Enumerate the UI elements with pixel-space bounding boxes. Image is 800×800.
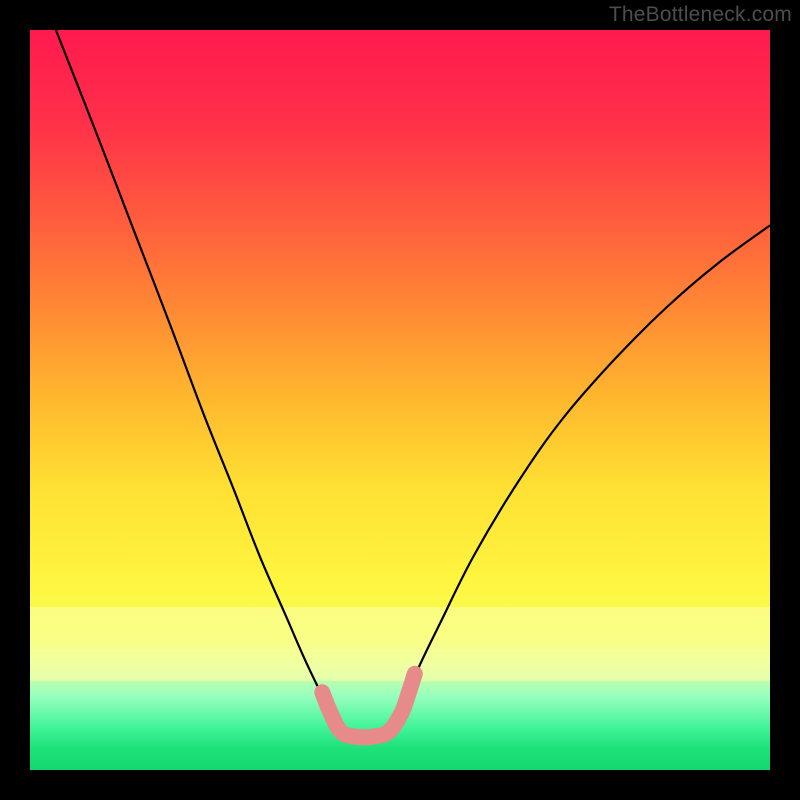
outer-frame: TheBottleneck.com: [0, 0, 800, 800]
curve-right: [398, 225, 770, 716]
curve-left: [56, 30, 332, 717]
plot-area: [30, 30, 770, 770]
watermark-text: TheBottleneck.com: [609, 3, 792, 27]
bottleneck-curve: [30, 30, 770, 770]
trough-marker: [322, 674, 415, 738]
